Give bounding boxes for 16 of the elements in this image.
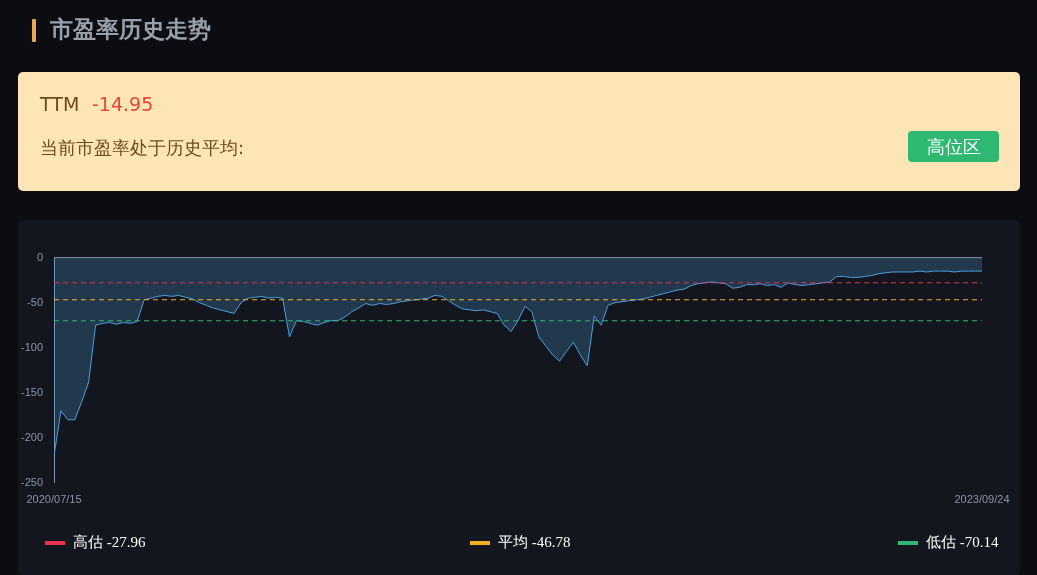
y-tick-label: -200	[20, 430, 44, 443]
y-tick-label: -100	[20, 340, 44, 353]
y-tick-label: -150	[20, 385, 44, 398]
y-tick-label: -50	[27, 295, 44, 308]
text: TTM	[40, 93, 80, 115]
legend-label: 平均 -46.78	[498, 533, 571, 552]
text: 当前市盈率处于历史平均:	[40, 136, 245, 160]
x-tick-label: 2020/07/15	[26, 493, 82, 506]
text: 高位区	[908, 131, 999, 162]
y-tick-label: -250	[20, 475, 44, 488]
text: 市盈率历史走势	[50, 15, 211, 44]
legend-label: 低估 -70.14	[926, 533, 999, 552]
text: -14.95	[92, 93, 154, 115]
x-tick-label: 2023/09/24	[954, 493, 1010, 506]
legend-label: 高估 -27.96	[73, 533, 146, 552]
y-tick-label: 0	[36, 250, 44, 263]
